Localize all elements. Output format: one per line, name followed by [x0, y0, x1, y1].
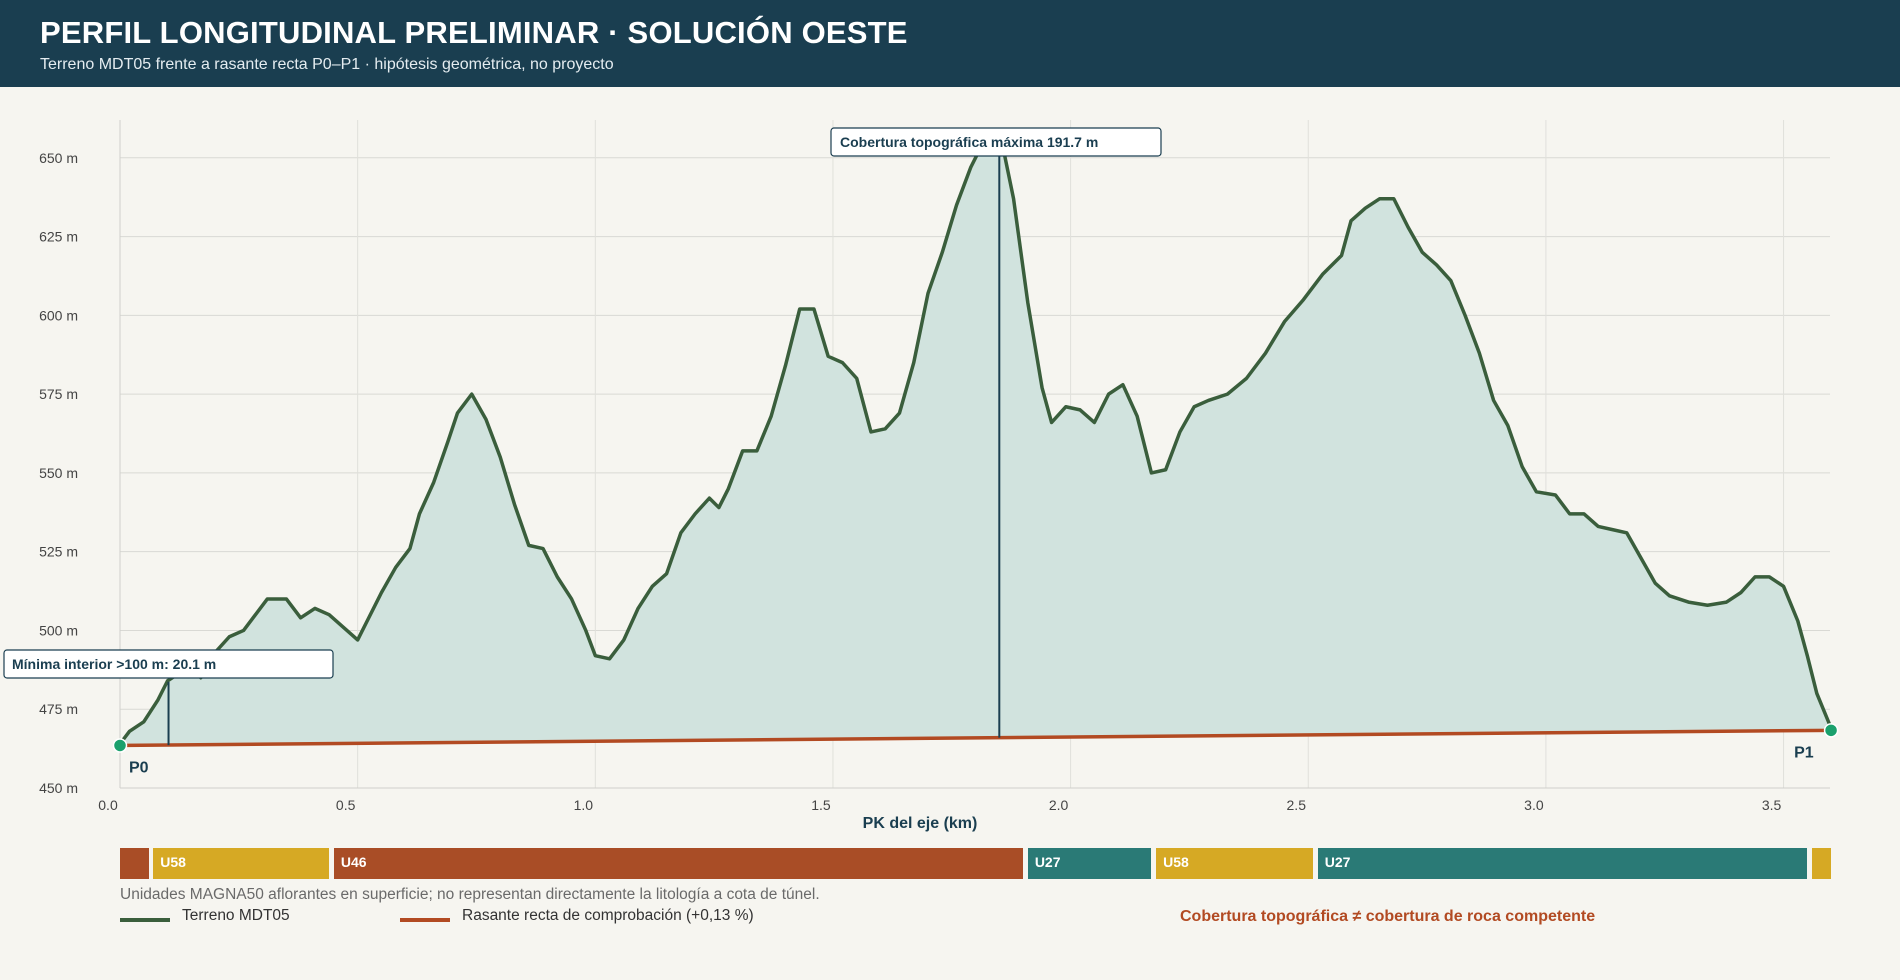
x-axis-label: PK del eje (km) — [863, 815, 978, 832]
endpoint-marker-p0 — [112, 738, 128, 753]
header-bar: PERFIL LONGITUDINAL PRELIMINAR · SOLUCIÓ… — [0, 0, 1900, 87]
profile-chart: 450 m 475 m 500 m 525 m 550 m 575 m 600 m 625 m… — [3, 120, 1839, 832]
geology-unit-segment: U27 — [1027, 848, 1152, 879]
x-tick-label: 0.5 — [336, 797, 356, 813]
y-tick-label: 625 m — [39, 229, 78, 245]
endpoint-label-p0: P0 — [129, 759, 149, 776]
min-coverage-label: Mínima interior >100 m: 20.1 m — [12, 656, 216, 672]
legend-rasante-swatch — [400, 918, 450, 922]
geology-unit-segment — [120, 848, 149, 879]
max-coverage-label: Cobertura topográfica máxima 191.7 m — [840, 134, 1098, 150]
max-coverage-box — [830, 127, 1162, 157]
geology-unit-segment: U58 — [1156, 848, 1313, 879]
geology-unit-segment: U27 — [1317, 848, 1808, 879]
geology-unit-segment: U46 — [333, 848, 1024, 879]
endpoint-label-p1: P1 — [1794, 744, 1814, 761]
coverage-warning: Cobertura topográfica ≠ cobertura de roc… — [1180, 908, 1596, 925]
page-subtitle: Terreno MDT05 frente a rasante recta P0–… — [40, 56, 614, 73]
y-tick-label: 475 m — [39, 701, 78, 717]
min-coverage-box — [3, 649, 334, 679]
legend-terrain-label: Terreno MDT05 — [182, 907, 290, 924]
x-tick-label: 2.0 — [1049, 797, 1069, 813]
x-tick-label: 3.5 — [1762, 797, 1782, 813]
y-tick-label: 500 m — [39, 622, 78, 638]
x-tick-label: 0.0 — [98, 797, 118, 813]
terrain-area — [120, 129, 1832, 746]
terrain-line — [118, 127, 1833, 745]
rasante-line — [119, 728, 1832, 748]
y-tick-label: 450 m — [39, 780, 78, 796]
page-title: PERFIL LONGITUDINAL PRELIMINAR · SOLUCIÓ… — [40, 15, 908, 50]
legend-terrain-swatch — [120, 918, 170, 922]
x-tick-label: 1.0 — [574, 797, 594, 813]
geology-unit-segment: U58 — [153, 848, 330, 879]
y-tick-label: 575 m — [39, 386, 78, 402]
endpoint-marker-p1 — [1823, 723, 1839, 738]
x-tick-label: 1.5 — [811, 797, 831, 813]
y-tick-label: 600 m — [39, 307, 78, 323]
x-tick-label: 2.5 — [1287, 797, 1307, 813]
geology-note: Unidades MAGNA50 aflorantes en superfici… — [120, 886, 820, 903]
x-tick-label: 3.0 — [1524, 797, 1544, 813]
y-tick-label: 650 m — [39, 150, 78, 166]
y-tick-label: 550 m — [39, 465, 78, 481]
geology-unit-segment — [1812, 848, 1832, 879]
legend-rasante-label: Rasante recta de comprobación (+0,13 %) — [462, 907, 754, 924]
y-tick-label: 525 m — [39, 544, 78, 560]
